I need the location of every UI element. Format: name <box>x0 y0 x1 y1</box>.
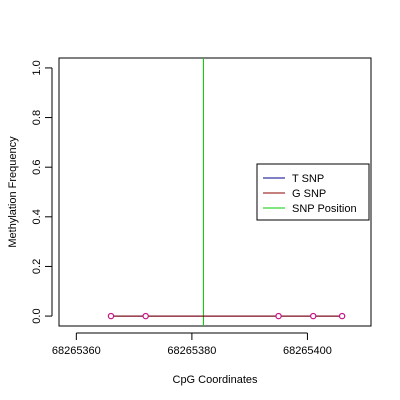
y-tick-label: 1.0 <box>31 60 43 75</box>
data-point <box>107 312 115 320</box>
x-axis: 68265360 68265380 68265400 <box>52 332 332 357</box>
y-tick-label: 0.0 <box>31 308 43 323</box>
x-tick-label: 68265380 <box>167 345 216 357</box>
y-tick-label: 0.4 <box>31 209 43 224</box>
y-axis-title: Methylation Frequency <box>7 136 19 248</box>
data-point <box>338 312 346 320</box>
plot-frame <box>58 57 372 327</box>
y-tick-label: 0.6 <box>31 160 43 175</box>
legend-label-snp-position: SNP Position <box>292 203 357 215</box>
legend-box <box>256 163 370 221</box>
plot-area <box>107 58 346 326</box>
data-point <box>142 312 149 320</box>
legend: T SNP G SNP SNP Position <box>256 163 370 221</box>
y-tick-label: 0.8 <box>31 110 43 125</box>
legend-label-g-snp: G SNP <box>292 188 326 200</box>
x-tick-label: 68265360 <box>52 345 101 357</box>
data-point <box>275 312 282 320</box>
y-tick-label: 0.2 <box>31 259 43 274</box>
x-axis-title: CpG Coordinates <box>173 374 258 386</box>
data-point <box>310 312 317 320</box>
x-tick-label: 68265400 <box>283 345 332 357</box>
legend-label-t-snp: T SNP <box>292 173 324 185</box>
y-axis: 0.0 0.2 0.4 0.6 0.8 1.0 <box>31 60 53 324</box>
